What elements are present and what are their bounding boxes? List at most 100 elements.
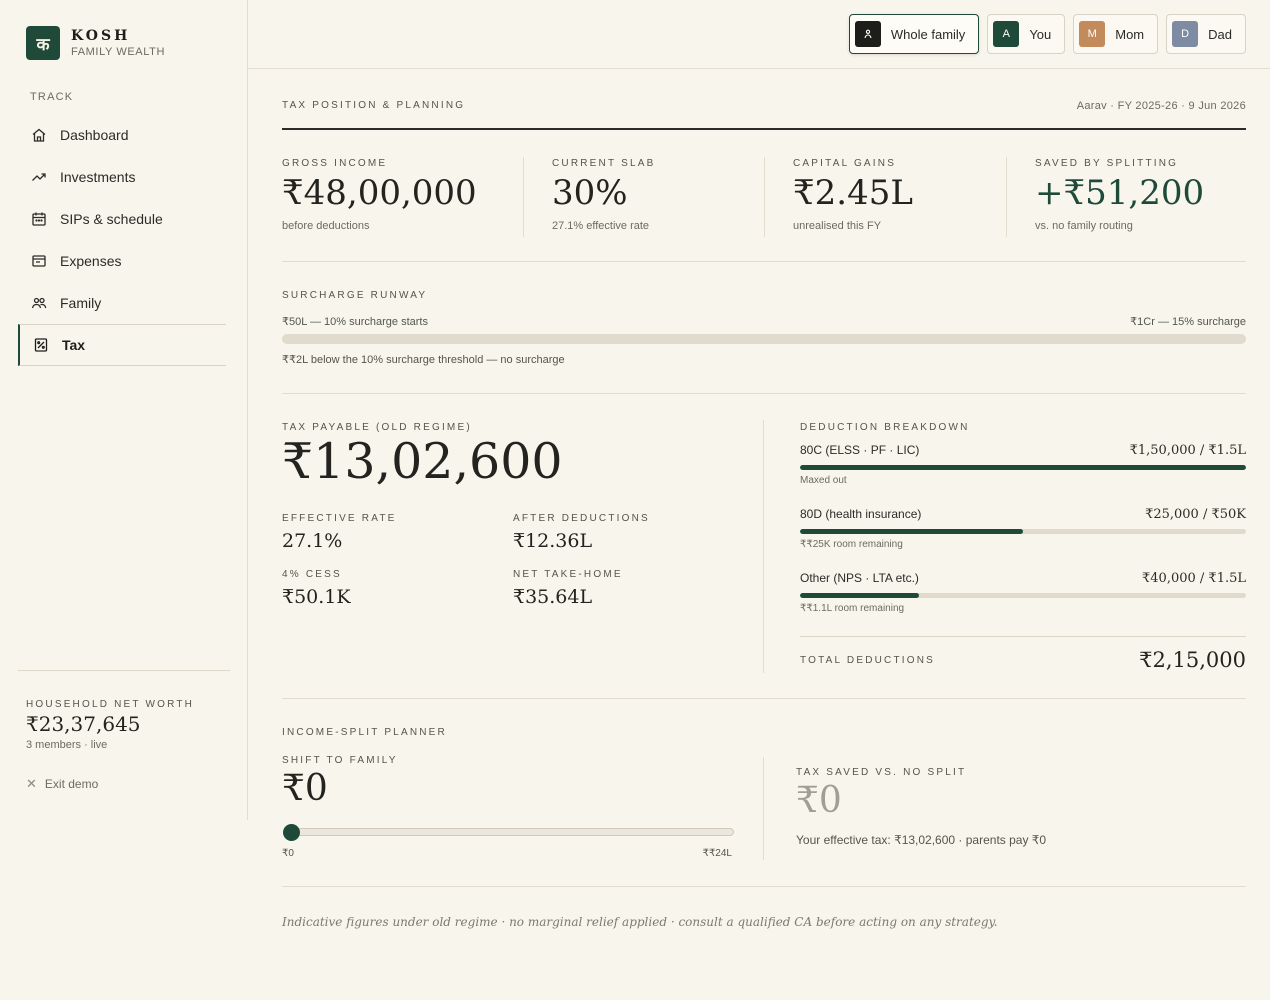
net-worth-value: ₹23,37,645	[26, 712, 141, 736]
nav-section-title: TRACK	[30, 91, 74, 103]
deduction-name: 80D (health insurance)	[800, 507, 922, 521]
deduction-bar-fill	[800, 593, 920, 598]
sidebar-item-sips[interactable]: SIPs & schedule	[18, 198, 226, 240]
header-rule	[282, 128, 1246, 130]
disclaimer: Indicative figures under old regime · no…	[282, 915, 998, 929]
sidebar-nav: Dashboard Investments SIPs & schedule Ex…	[18, 114, 226, 366]
sidebar-item-investments[interactable]: Investments	[18, 156, 226, 198]
sidebar-item-label: Investments	[60, 169, 136, 185]
member-label: You	[1029, 26, 1052, 42]
mini-label: EFFECTIVE RATE	[282, 513, 397, 524]
brand-logo: क	[26, 26, 60, 60]
net-take-home: NET TAKE-HOME ₹35.64L	[513, 569, 623, 608]
calendar-icon	[30, 210, 48, 228]
mini-value: ₹50.1K	[282, 586, 351, 608]
mini-value: ₹35.64L	[513, 586, 593, 608]
stat-sub: unrealised this FY	[793, 220, 882, 233]
tax-payable-label: TAX PAYABLE (OLD REGIME)	[282, 422, 472, 433]
effective-rate: EFFECTIVE RATE 27.1%	[282, 513, 397, 552]
deduction-amount: ₹1,50,000 / ₹1.5L	[1129, 443, 1246, 458]
member-whole-family-button[interactable]: Whole family	[848, 14, 980, 54]
member-mom-button[interactable]: M Mom	[1073, 14, 1159, 54]
stat-value: ₹48,00,000	[282, 173, 477, 213]
stat-sub: vs. no family routing	[1035, 220, 1133, 233]
tax-saved-label: TAX SAVED VS. NO SPLIT	[796, 767, 967, 778]
deduction-amount: ₹25,000 / ₹50K	[1145, 507, 1246, 522]
deduction-bar	[800, 465, 1246, 470]
wallet-icon	[30, 252, 48, 270]
deduction-total-divider	[800, 636, 1246, 637]
people-icon	[30, 294, 48, 312]
shift-label: SHIFT TO FAMILY	[282, 755, 398, 766]
runway-label: SURCHARGE RUNWAY	[282, 290, 428, 301]
tax-payable-value: ₹13,02,600	[282, 433, 563, 490]
stat-capital-gains: CAPITAL GAINS ₹2.45L unrealised this FY	[765, 157, 1006, 237]
divider	[763, 420, 764, 673]
page-meta: Aarav · FY 2025-26 · 9 Jun 2026	[1076, 100, 1246, 112]
runway-right-label: ₹1Cr — 15% surcharge	[1130, 316, 1246, 328]
sidebar-item-expenses[interactable]: Expenses	[18, 240, 226, 282]
avatar: A	[993, 21, 1020, 47]
deduction-name: Other (NPS · LTA etc.)	[800, 571, 919, 585]
member-switcher: Whole family A You M Mom D Dad	[848, 14, 1246, 54]
member-you-button[interactable]: A You	[987, 14, 1066, 54]
page-title: TAX POSITION & PLANNING	[282, 100, 466, 111]
deduction-amount: ₹40,000 / ₹1.5L	[1142, 571, 1246, 586]
section-divider	[282, 393, 1246, 394]
avatar: M	[1079, 21, 1106, 47]
stat-saved-splitting: SAVED BY SPLITTING +₹51,200 vs. no famil…	[1007, 157, 1245, 237]
surcharge-runway-bar	[282, 334, 1246, 344]
deduction-bar-fill	[800, 465, 1246, 470]
divider	[523, 157, 524, 237]
stat-label: CAPITAL GAINS	[793, 158, 897, 169]
top-bar: Whole family A You M Mom D Dad	[248, 0, 1270, 69]
mini-value: ₹12.36L	[513, 530, 593, 552]
avatar: D	[1172, 21, 1199, 47]
stat-current-slab: CURRENT SLAB 30% 27.1% effective rate	[524, 157, 764, 237]
mini-value: 27.1%	[282, 530, 343, 552]
mini-label: AFTER DEDUCTIONS	[513, 513, 650, 524]
divider	[763, 757, 764, 860]
shift-slider-handle[interactable]	[283, 824, 300, 841]
stats-row: GROSS INCOME ₹48,00,000 before deduction…	[282, 157, 1246, 237]
exit-demo-label: Exit demo	[44, 777, 99, 791]
section-divider	[282, 261, 1246, 262]
sidebar-item-label: Dashboard	[60, 127, 129, 143]
sidebar-item-dashboard[interactable]: Dashboard	[18, 114, 226, 156]
brand[interactable]: क KOSH FAMILY WEALTH	[26, 26, 165, 60]
brand-name: KOSH	[71, 28, 131, 44]
sidebar-item-tax[interactable]: Tax	[18, 324, 226, 366]
divider	[1006, 157, 1007, 237]
deduction-note: ₹₹25K room remaining	[800, 539, 903, 550]
runway-note: ₹₹2L below the 10% surcharge threshold —…	[282, 354, 565, 366]
deduction-80c: 80C (ELSS · PF · LIC) ₹1,50,000 / ₹1.5L …	[800, 443, 1246, 486]
section-divider	[282, 698, 1246, 699]
total-deductions-label: TOTAL DEDUCTIONS	[800, 654, 936, 666]
stat-gross-income: GROSS INCOME ₹48,00,000 before deduction…	[282, 157, 523, 237]
sidebar-item-family[interactable]: Family	[18, 282, 226, 324]
sidebar: क KOSH FAMILY WEALTH TRACK Dashboard Inv…	[0, 0, 248, 820]
slider-max-label: ₹₹24L	[702, 848, 732, 859]
runway-left-label: ₹50L — 10% surcharge starts	[282, 316, 428, 328]
planner-label: INCOME-SPLIT PLANNER	[282, 727, 447, 738]
deduction-name: 80C (ELSS · PF · LIC)	[800, 443, 920, 457]
member-label: Whole family	[890, 26, 966, 42]
deduction-bar	[800, 529, 1246, 534]
deduction-other: Other (NPS · LTA etc.) ₹40,000 / ₹1.5L ₹…	[800, 571, 1246, 614]
exit-demo-button[interactable]: ✕ Exit demo	[26, 776, 98, 792]
section-divider	[282, 886, 1246, 887]
member-dad-button[interactable]: D Dad	[1166, 14, 1246, 54]
brand-subtitle: FAMILY WEALTH	[71, 46, 165, 58]
trend-icon	[30, 168, 48, 186]
net-worth-sub: 3 members · live	[26, 739, 108, 751]
deduction-note: ₹₹1.1L room remaining	[800, 603, 905, 614]
sidebar-item-label: SIPs & schedule	[60, 211, 163, 227]
deduction-breakdown: DEDUCTION BREAKDOWN 80C (ELSS · PF · LIC…	[800, 422, 1246, 672]
shift-value: ₹0	[282, 768, 328, 809]
stat-value: +₹51,200	[1035, 173, 1205, 213]
stat-value: ₹2.45L	[793, 173, 913, 213]
shift-slider-track[interactable]	[286, 828, 734, 836]
stat-sub: 27.1% effective rate	[552, 220, 650, 233]
deduction-bar	[800, 593, 1246, 598]
deduction-breakdown-label: DEDUCTION BREAKDOWN	[800, 422, 970, 433]
